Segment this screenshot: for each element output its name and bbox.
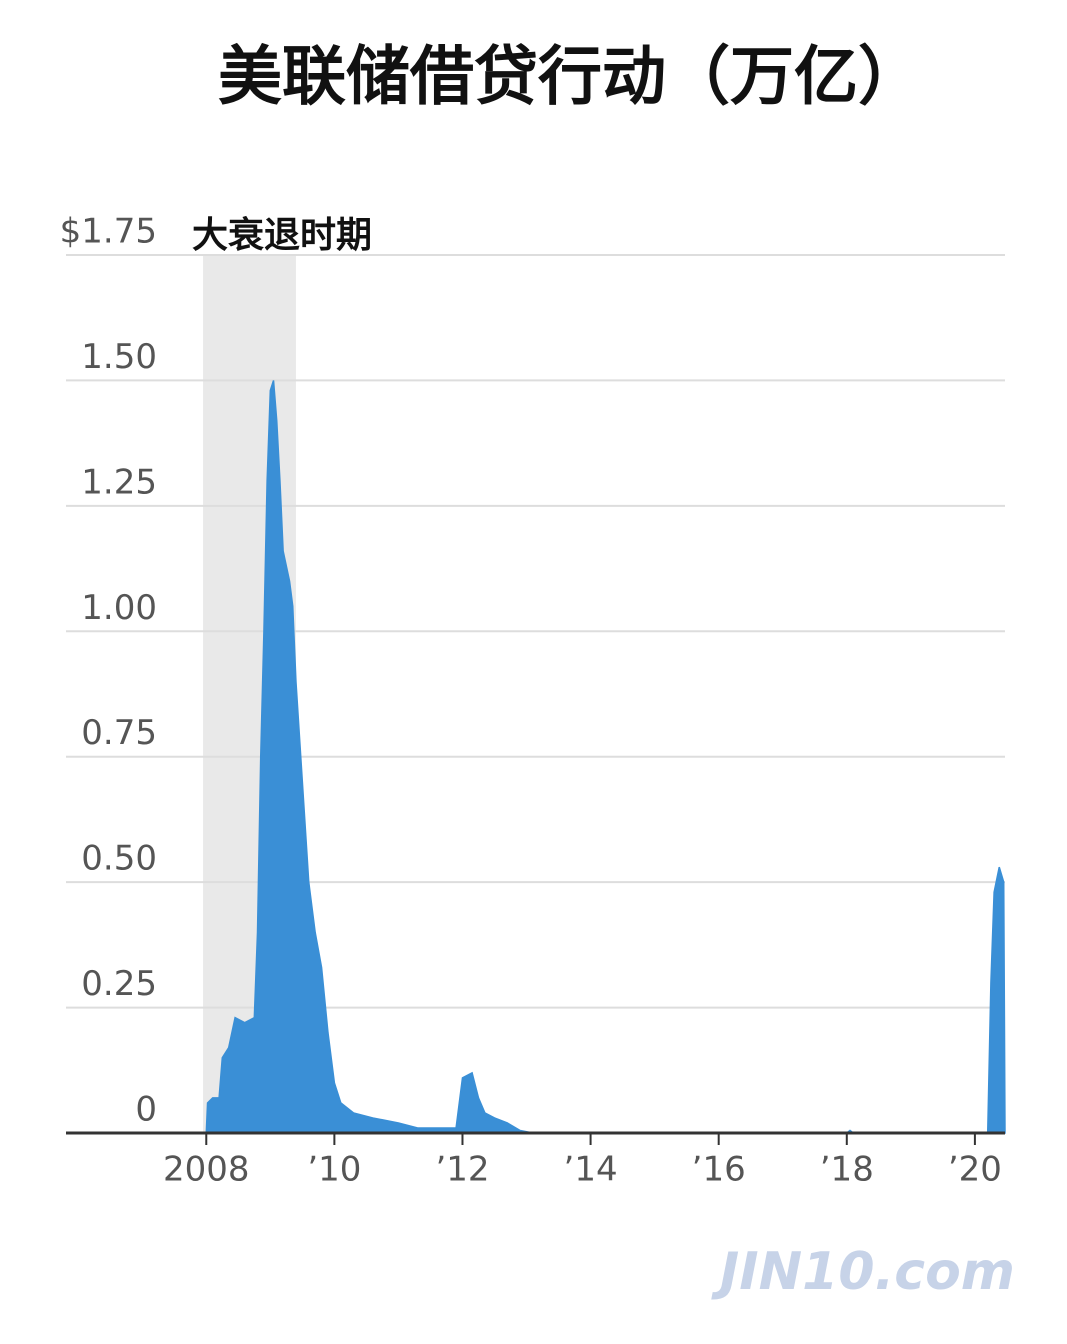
y-tick-label: 1.25	[81, 462, 157, 502]
y-tick-label: 1.50	[81, 337, 157, 377]
y-tick-label: 1.00	[81, 588, 157, 628]
x-tick-label: ’18	[820, 1150, 874, 1190]
chart-title: 美联储借贷行动（万亿）	[218, 40, 922, 115]
x-tick-label: ’12	[435, 1150, 489, 1190]
y-tick-label: $1.75	[60, 212, 157, 252]
y-tick-label: 0	[135, 1090, 157, 1130]
x-tick-label: ’20	[948, 1150, 1002, 1190]
area	[205, 380, 1006, 1134]
y-tick-label: 0.25	[81, 964, 157, 1004]
x-tick-label: 2008	[163, 1150, 250, 1190]
x-tick-label: ’10	[307, 1150, 361, 1190]
x-tick-label: ’16	[692, 1150, 746, 1190]
x-tick-label: ’14	[564, 1150, 618, 1190]
y-tick-label: 0.75	[81, 713, 157, 753]
shaded-region-label: 大衰退时期	[192, 214, 372, 256]
watermark: JIN10.com	[711, 1242, 1015, 1302]
y-tick-label: 0.50	[81, 839, 157, 879]
